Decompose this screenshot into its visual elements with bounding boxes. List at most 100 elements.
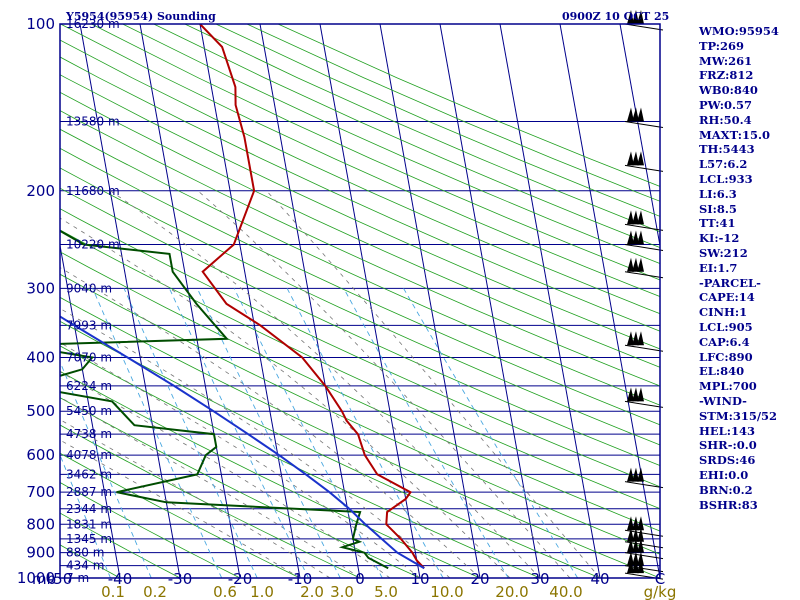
- moist-adiabat: [266, 190, 601, 578]
- height-label: 2887 m: [66, 485, 112, 499]
- index-item: LCL:933: [699, 171, 753, 186]
- dry-adiabat: [60, 452, 301, 578]
- wind-barb: [624, 210, 664, 231]
- index-item: PW:0.57: [699, 97, 753, 112]
- height-label: 4738 m: [66, 427, 112, 441]
- dry-adiabat: [60, 91, 660, 368]
- index-item: LI:6.3: [699, 186, 737, 201]
- height-label: 1831 m: [66, 517, 112, 531]
- index-item: LCL:905: [699, 319, 753, 334]
- mixing-ratio-tick-label: 0.2: [143, 583, 167, 600]
- header-station: Y5954(95954) Sounding: [65, 10, 216, 23]
- mixing-ratio-line: [403, 288, 579, 578]
- index-item: BRN:0.2: [699, 482, 753, 497]
- index-item: RH:50.4: [699, 112, 752, 127]
- dry-adiabat: [60, 110, 660, 387]
- height-label: 2344 m: [66, 502, 112, 516]
- index-item: EHI:0.0: [699, 467, 749, 482]
- dry-adiabat: [153, 24, 660, 248]
- wind-barbs: [624, 10, 664, 580]
- dry-adiabat: [60, 56, 660, 332]
- dry-adiabat: [60, 229, 660, 510]
- wind-barb: [624, 387, 664, 408]
- mixing-ratio-line: [343, 288, 509, 578]
- index-item: SW:212: [699, 245, 748, 260]
- mixing-ratio-tick-label: 0.1: [101, 583, 125, 600]
- mixing-ratio-tick-label: 10.0: [430, 583, 463, 600]
- dry-adiabat: [60, 512, 181, 578]
- temperature-tick-label: -20: [228, 570, 253, 588]
- index-panel: WMO:95954 TP:269 MW:261 FRZ:812 WB0:840 PW:0.…: [699, 24, 799, 512]
- height-label: 434 m: [66, 559, 104, 573]
- dry-adiabat: [60, 273, 660, 555]
- moist-adiabat: [197, 190, 571, 578]
- height-label: 7070 m: [66, 351, 112, 365]
- index-item: TT:41: [699, 216, 736, 231]
- height-label: 11680 m: [66, 184, 120, 198]
- temperature-tick-label: 40: [590, 570, 609, 588]
- index-item: FRZ:812: [699, 68, 754, 83]
- index-item: WB0:840: [699, 83, 758, 98]
- pressure-tick-label: 300: [26, 279, 55, 297]
- pressure-tick-label: 400: [26, 349, 55, 367]
- pressure-unit-label: mb: [32, 570, 56, 588]
- dry-adiabat: [60, 296, 660, 578]
- isotherm: [139, 24, 241, 578]
- index-item: WMO:95954: [699, 24, 779, 38]
- height-label: 9040 m: [66, 281, 112, 295]
- dry-adiabat: [60, 167, 660, 446]
- wind-barb: [624, 257, 664, 279]
- moist-adiabat: [60, 267, 481, 578]
- mixing-ratio-line: [60, 453, 111, 578]
- mixing-ratio-tick-label: 1.0: [250, 583, 274, 600]
- dry-adiabat: [60, 370, 481, 578]
- temperature-tick-label: 30: [530, 570, 549, 588]
- temperature-tick-label: 20: [470, 570, 489, 588]
- dry-adiabat: [60, 74, 660, 350]
- dry-adiabat: [60, 424, 361, 578]
- wind-barb: [624, 230, 664, 251]
- wind-barb: [624, 107, 664, 129]
- mixing-ratio-tick-label: 20.0: [495, 583, 528, 600]
- temperature-tick-label: -40: [108, 570, 133, 588]
- isotherm: [439, 24, 541, 578]
- index-item: -PARCEL-: [699, 275, 761, 290]
- moist-adiabat: [60, 419, 331, 578]
- mixing-ratio-line: [60, 360, 152, 578]
- dry-adiabat: [60, 208, 660, 488]
- isotherm: [319, 24, 421, 578]
- wind-barb: [624, 467, 664, 489]
- sounding-series: [60, 24, 425, 570]
- height-label: 13580 m: [66, 115, 120, 129]
- isotherm: [499, 24, 601, 578]
- dry-adiabat: [60, 24, 660, 298]
- wind-barb: [624, 151, 664, 172]
- index-item: SRDS:46: [699, 453, 756, 468]
- temperature-tick-label: 10: [410, 570, 429, 588]
- index-item: CAPE:14: [699, 290, 755, 305]
- moist-adiabat: [60, 342, 421, 578]
- temperature-tick-label: -30: [168, 570, 193, 588]
- height-label: 10220 m: [66, 237, 120, 251]
- dry-adiabat: [91, 24, 660, 281]
- wind-barb: [624, 331, 664, 352]
- dry-adiabat: [60, 320, 601, 578]
- pressure-tick-label: 800: [26, 515, 55, 533]
- mixing-ratio-tick-label: 2.0: [300, 583, 324, 600]
- index-item: KI:-12: [699, 231, 740, 246]
- dry-adiabat: [60, 397, 421, 578]
- dry-adiabat: [60, 345, 541, 578]
- mixing-ratio-tick-label: 5.0: [374, 583, 398, 600]
- isotherm: [199, 24, 301, 578]
- dry-adiabat: [60, 482, 241, 578]
- index-item: EI:1.7: [699, 260, 738, 275]
- index-item: MW:261: [699, 53, 753, 68]
- plot-frame: [59, 23, 661, 579]
- pressure-tick-label: 100: [26, 15, 55, 33]
- index-item: CAP:6.4: [699, 334, 750, 349]
- index-item: -WIND-: [699, 393, 747, 408]
- mixing-ratio-line: [233, 288, 383, 578]
- pressure-tick-label: 700: [26, 483, 55, 501]
